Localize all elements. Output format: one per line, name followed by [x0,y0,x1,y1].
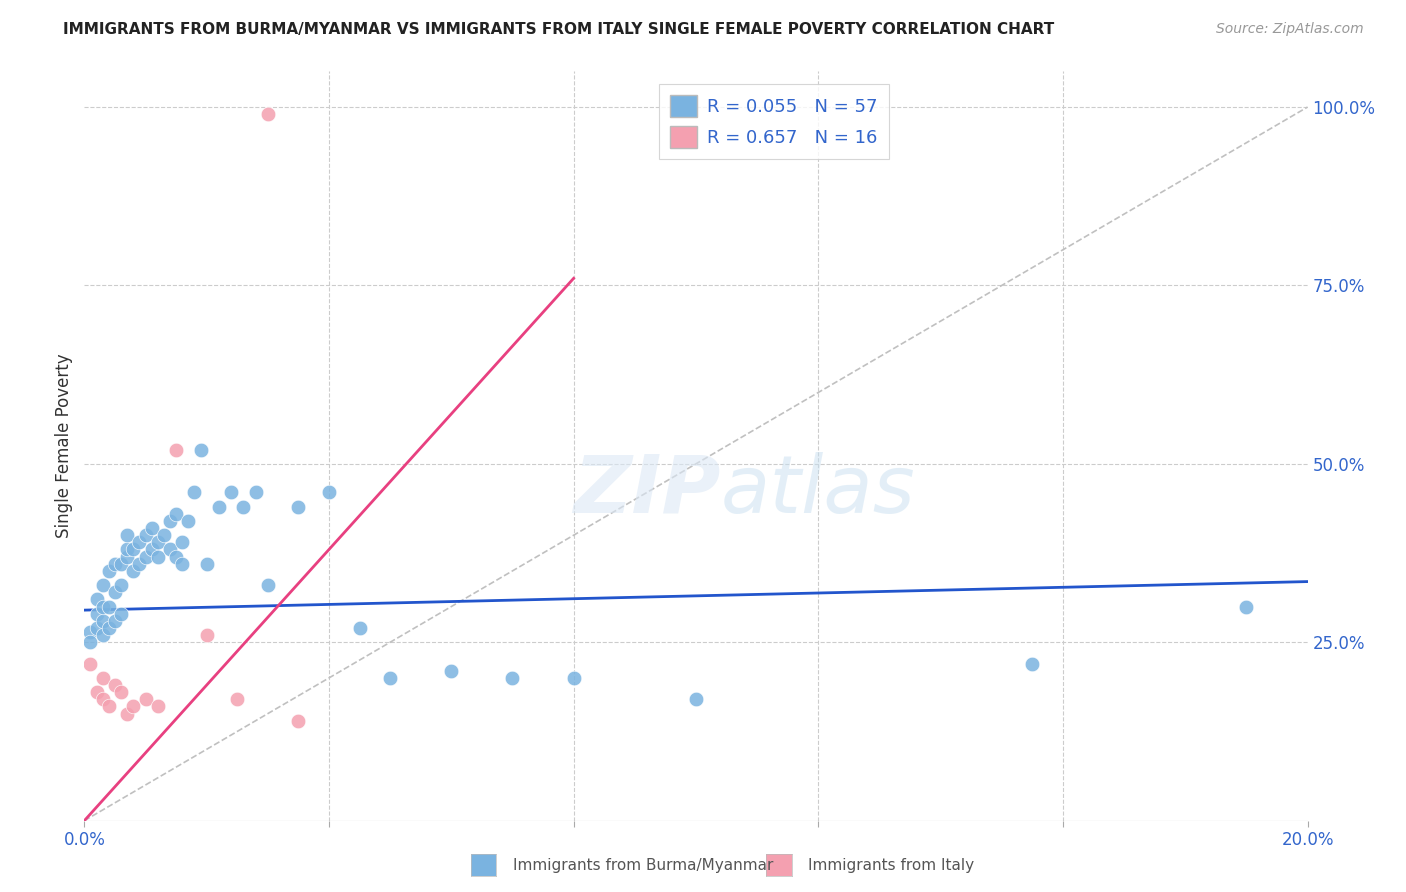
Point [195,557,218,571]
Point [110,578,132,592]
Point [183,485,205,500]
Text: atlas: atlas [720,452,915,530]
Text: Immigrants from Italy: Immigrants from Italy [808,858,974,872]
Point [104,557,127,571]
Point [79,657,101,671]
Point [91,628,114,642]
Text: ZIP: ZIP [574,452,720,530]
Point [115,542,138,557]
Point [287,500,309,514]
Point [79,635,101,649]
Point [86,592,108,607]
Point [135,528,157,542]
Point [245,485,267,500]
Point [172,557,194,571]
Y-axis label: Single Female Poverty: Single Female Poverty [55,354,73,538]
Point [104,585,127,599]
Point [91,614,114,628]
Point [318,485,340,500]
Point [146,535,169,549]
Point [440,664,463,678]
Point [115,706,138,721]
Point [159,542,181,557]
Point [122,564,145,578]
Point [110,607,132,621]
Point [146,549,169,564]
Point [86,607,108,621]
Text: Immigrants from Burma/Myanmar: Immigrants from Burma/Myanmar [513,858,773,872]
Point [104,678,127,692]
Point [91,692,114,706]
Point [159,514,181,528]
Point [141,542,163,557]
Point [380,671,402,685]
Point [349,621,371,635]
Legend: R = 0.055   N = 57, R = 0.657   N = 16: R = 0.055 N = 57, R = 0.657 N = 16 [658,84,889,159]
Point [1021,657,1043,671]
Point [502,671,524,685]
Point [165,549,187,564]
Point [128,557,150,571]
Point [97,621,120,635]
Point [79,624,101,639]
Point [257,578,280,592]
Point [104,614,127,628]
Point [232,500,254,514]
Point [165,442,187,457]
Point [115,528,138,542]
Point [135,692,157,706]
Point [226,692,249,706]
Point [122,699,145,714]
Point [562,671,585,685]
Point [257,107,280,121]
Point [146,699,169,714]
Text: Source: ZipAtlas.com: Source: ZipAtlas.com [1216,22,1364,37]
Point [91,578,114,592]
Point [135,549,157,564]
Point [91,671,114,685]
Point [287,714,309,728]
Point [97,564,120,578]
Point [110,557,132,571]
Point [141,521,163,535]
Point [172,535,194,549]
Point [115,549,138,564]
Point [219,485,242,500]
Point [177,514,200,528]
Point [685,692,707,706]
Point [195,628,218,642]
Point [91,599,114,614]
Point [208,500,231,514]
Point [1236,599,1258,614]
Point [190,442,212,457]
Point [86,685,108,699]
Point [153,528,176,542]
Point [97,599,120,614]
Point [110,685,132,699]
Text: IMMIGRANTS FROM BURMA/MYANMAR VS IMMIGRANTS FROM ITALY SINGLE FEMALE POVERTY COR: IMMIGRANTS FROM BURMA/MYANMAR VS IMMIGRA… [63,22,1054,37]
Point [128,535,150,549]
Point [122,542,145,557]
Point [86,621,108,635]
Point [165,507,187,521]
Point [97,699,120,714]
